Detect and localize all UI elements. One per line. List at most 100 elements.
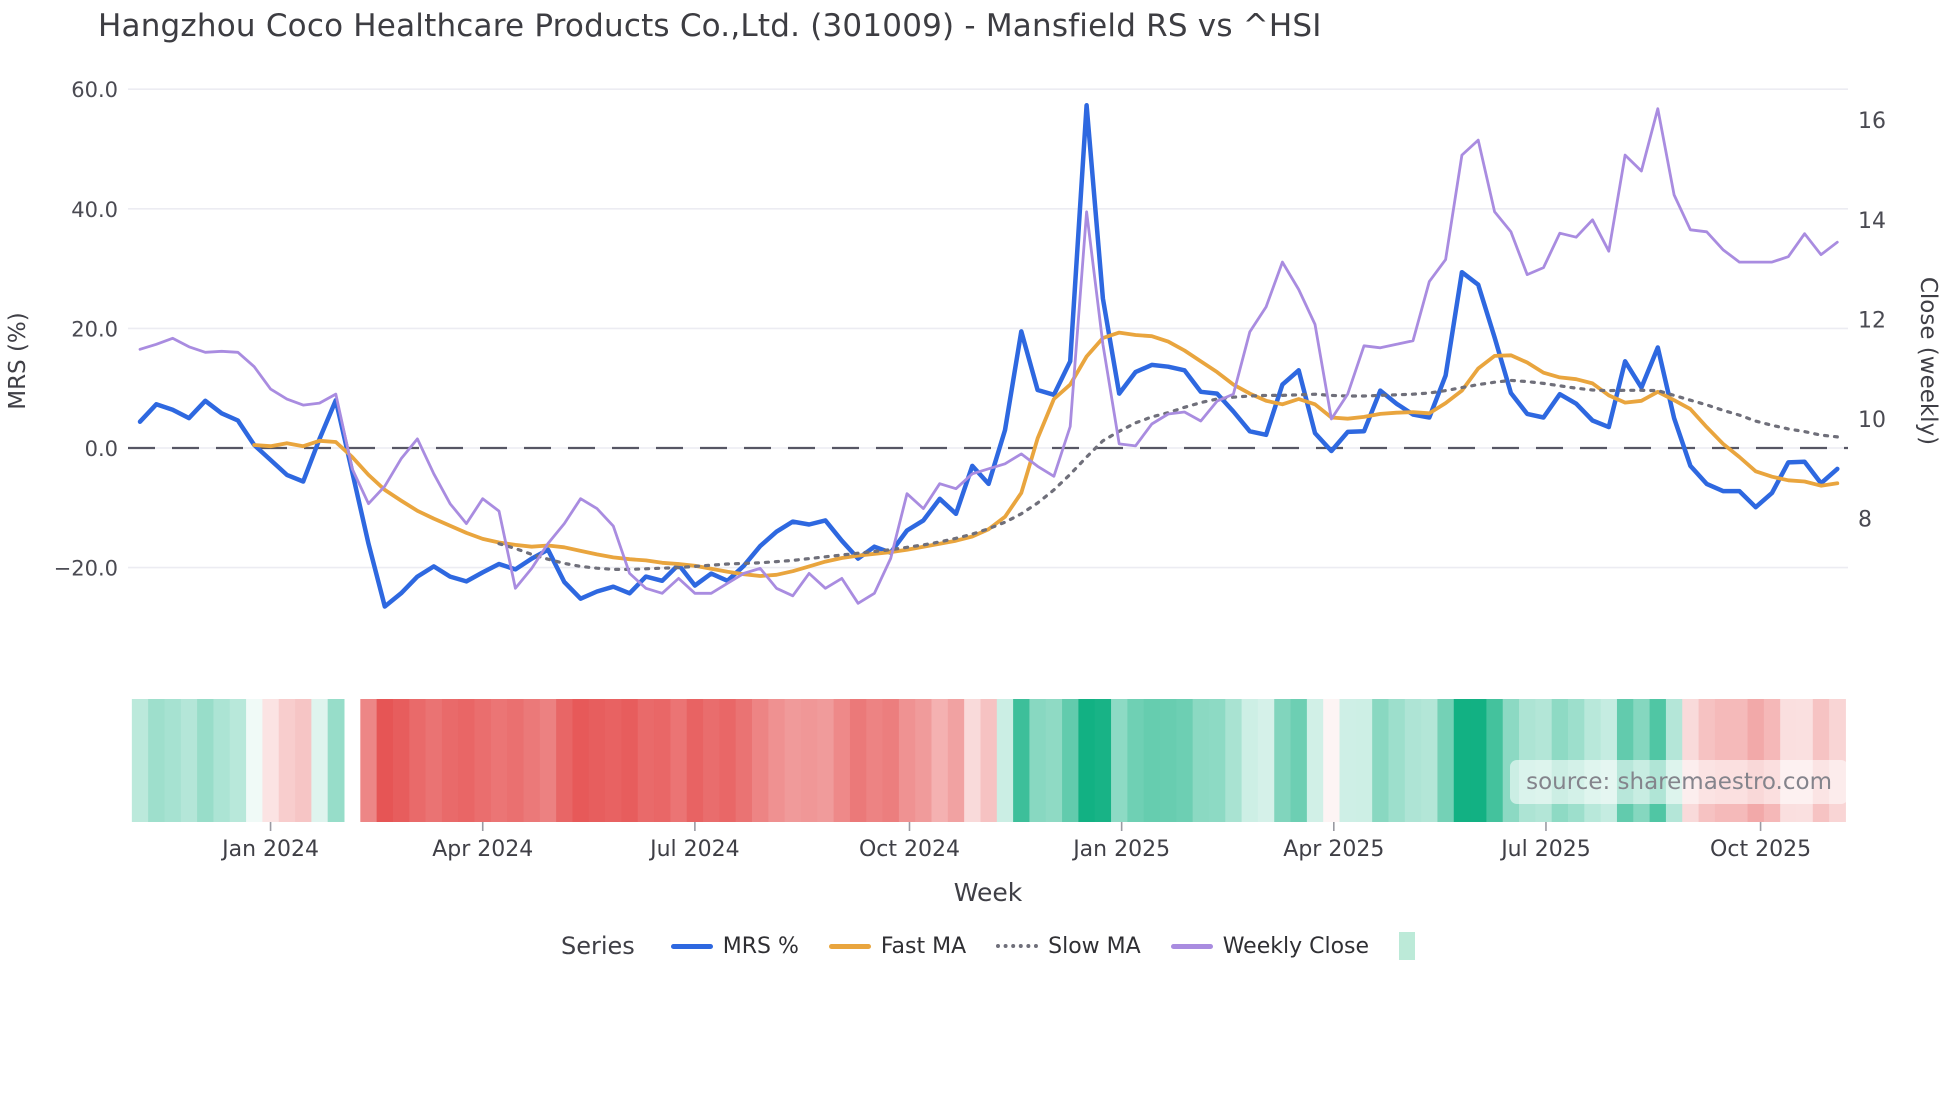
heatmap-cell	[654, 699, 671, 822]
heatmap-cell	[784, 699, 802, 822]
heatmap-cell	[262, 699, 280, 822]
legend-item-fast-ma[interactable]: Fast MA	[828, 933, 967, 959]
legend-item-weekly-close[interactable]: Weekly Close	[1170, 933, 1370, 959]
heatmap-cell	[539, 699, 557, 822]
legend-swatch	[996, 944, 1039, 948]
heatmap-cell	[947, 699, 965, 822]
heatmap-cell	[311, 699, 329, 822]
heatmap-cell	[507, 699, 525, 822]
heatmap-cell	[392, 699, 410, 822]
x-tick-label: Apr 2024	[432, 837, 533, 862]
left-tick-label: 40.0	[71, 198, 118, 222]
heatmap-cell	[637, 699, 655, 822]
right-tick-label: 10	[1858, 408, 1886, 433]
left-tick-label: 0.0	[85, 437, 118, 461]
heatmap-cell	[458, 699, 476, 822]
right-tick-label: 16	[1858, 109, 1886, 134]
heatmap-cell	[1404, 699, 1422, 822]
watermark: source: sharemaestro.com	[1510, 760, 1848, 804]
legend-swatch	[828, 943, 871, 949]
heatmap-cell	[719, 699, 737, 822]
chart-title: Hangzhou Coco Healthcare Products Co.,Lt…	[98, 8, 1322, 44]
legend-swatch	[1170, 943, 1213, 949]
heatmap-cell	[735, 699, 753, 822]
heatmap-cell	[1372, 699, 1389, 822]
heatmap-cell	[1323, 699, 1341, 822]
legend-item-slow-ma[interactable]: Slow MA	[996, 934, 1141, 959]
heatmap-cell	[474, 699, 492, 822]
heatmap-cell	[1094, 699, 1112, 822]
heatmap-cell	[376, 699, 394, 822]
heatmap-cell	[1486, 699, 1504, 822]
heatmap-cell	[148, 699, 165, 822]
x-tick-label: Jul 2025	[1499, 837, 1591, 862]
heatmap-cell	[898, 699, 916, 822]
heatmap-cell	[1029, 699, 1047, 822]
x-tick-label: Apr 2025	[1283, 837, 1384, 862]
watermark-text: source: sharemaestro.com	[1526, 769, 1832, 795]
heatmap-cell	[621, 699, 639, 822]
heatmap-cell	[1078, 699, 1096, 822]
legend-label: Weekly Close	[1222, 933, 1370, 959]
heatmap-cell	[246, 699, 263, 822]
heatmap-cell	[327, 699, 345, 822]
heatmap-cell	[229, 699, 247, 822]
series-line-weekly-close	[138, 107, 1839, 605]
heatmap-cell	[1437, 699, 1455, 822]
left-tick-label: 60.0	[71, 78, 118, 102]
heatmap-cell	[1355, 699, 1373, 822]
heatmap-cell	[849, 699, 867, 822]
series-line-slow-ma	[497, 378, 1839, 571]
heatmap-cell	[1339, 699, 1357, 822]
heatmap-cell	[1306, 699, 1324, 822]
heatmap-cell	[768, 699, 786, 822]
heatmap-cell	[686, 699, 704, 822]
heatmap-cell	[1160, 699, 1177, 822]
x-tick-label: Jan 2025	[1071, 837, 1170, 862]
right-tick-label: 8	[1858, 508, 1872, 533]
heatmap-cell	[1470, 699, 1487, 822]
x-tick-label: Oct 2025	[1710, 837, 1811, 862]
heatmap-cell	[915, 699, 933, 822]
heatmap-cell	[866, 699, 884, 822]
x-tick-label: Jul 2024	[648, 837, 740, 862]
heatmap-cell	[1045, 699, 1063, 822]
heatmap-cell	[964, 699, 981, 822]
x-axis-title: Week	[953, 878, 1023, 907]
legend-heatmap-swatch[interactable]	[1399, 932, 1416, 960]
heatmap-cell	[1421, 699, 1438, 822]
heatmap-cell	[556, 699, 573, 822]
heatmap-cell	[490, 699, 508, 822]
heatmap-cell	[197, 699, 214, 822]
heatmap-cell	[409, 699, 427, 822]
left-tick-label: −20.0	[54, 557, 118, 581]
heatmap-cell	[1453, 699, 1471, 822]
heatmap-cell	[360, 699, 378, 822]
heatmap-cell	[164, 699, 182, 822]
heatmap-cell	[605, 699, 622, 822]
heatmap-cell	[1192, 699, 1210, 822]
x-tick-label: Jan 2024	[220, 837, 319, 862]
heatmap-cell	[931, 699, 949, 822]
heatmap-cell	[833, 699, 851, 822]
series-line-mrs-	[137, 103, 1840, 609]
heatmap-cell	[752, 699, 769, 822]
heatmap-cell	[295, 699, 312, 822]
legend: Series MRS % Fast MA Slow MA Weekly Close	[128, 932, 1848, 960]
heatmap-cell	[1013, 699, 1030, 822]
heatmap-cell	[441, 699, 459, 822]
heatmap-cell	[817, 699, 835, 822]
heatmap-cell	[703, 699, 720, 822]
heatmap-cell	[1176, 699, 1194, 822]
heatmap-cell	[800, 699, 818, 822]
legend-item-mrs-[interactable]: MRS %	[670, 934, 799, 959]
heatmap-cell	[278, 699, 296, 822]
heatmap-cell	[670, 699, 688, 822]
heatmap-cell	[1388, 699, 1406, 822]
heatmap-cell	[1111, 699, 1128, 822]
heatmap-cell	[523, 699, 541, 822]
heatmap-cell	[1225, 699, 1243, 822]
legend-title: Series	[560, 932, 635, 960]
legend-label: Fast MA	[880, 933, 967, 959]
